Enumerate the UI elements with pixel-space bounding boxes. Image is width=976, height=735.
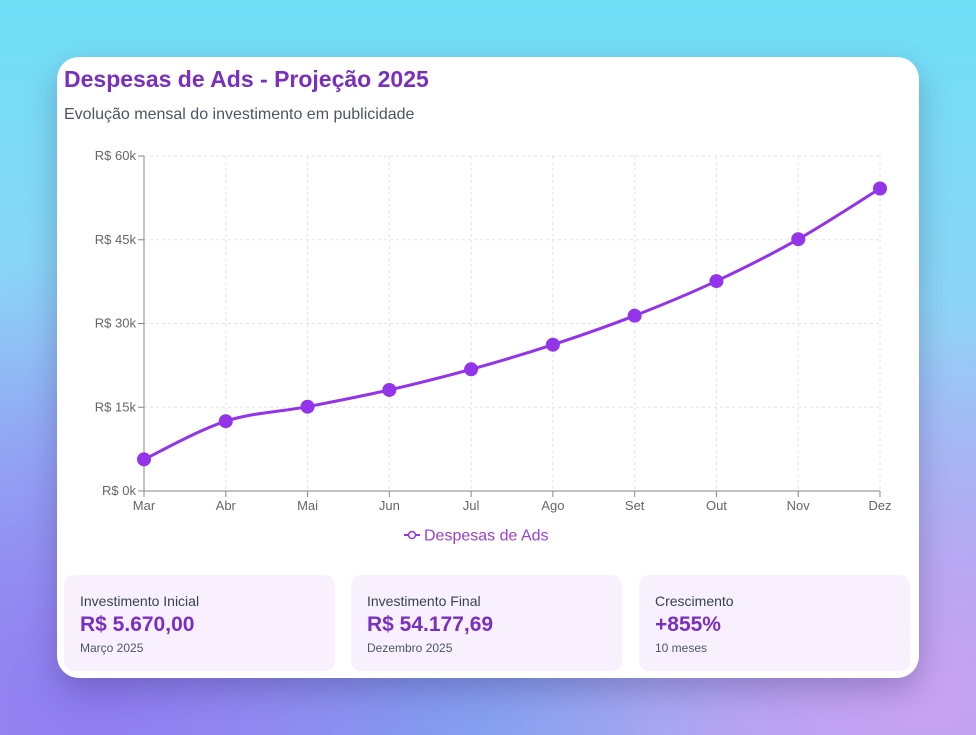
stat-sub: Março 2025 (80, 641, 144, 655)
chart-card: Despesas de Ads - Projeção 2025 Evolução… (57, 57, 919, 678)
stat-value: R$ 54.177,69 (367, 613, 494, 636)
x-tick-label: Set (625, 498, 645, 513)
y-tick-label: R$ 15k (95, 399, 137, 414)
data-point-dez[interactable] (873, 181, 887, 196)
stat-value: +855% (655, 613, 721, 636)
y-tick-label: R$ 30k (95, 316, 137, 331)
data-point-out[interactable] (709, 274, 724, 289)
data-point-jun[interactable] (382, 382, 397, 397)
stat-sub: Dezembro 2025 (367, 641, 453, 655)
chart-axes (138, 155, 881, 497)
legend-marker-icon (407, 530, 417, 540)
stat-label: Investimento Inicial (80, 593, 200, 609)
x-tick-label: Nov (787, 498, 811, 513)
x-tick-label: Mai (297, 498, 318, 513)
data-point-mar[interactable] (137, 452, 151, 467)
page-subtitle: Evolução mensal do investimento em publi… (64, 106, 415, 123)
series-points (137, 181, 887, 467)
data-point-ago[interactable] (545, 337, 560, 352)
legend-label: Despesas de Ads (424, 528, 549, 545)
x-tick-label: Jul (463, 498, 480, 513)
x-tick-label: Out (706, 498, 727, 513)
data-point-nov[interactable] (791, 232, 806, 247)
series-line-despesas-de-ads (143, 187, 881, 461)
y-tick-label: R$ 0k (102, 483, 136, 498)
page-title: Despesas de Ads - Projeção 2025 (64, 66, 429, 92)
x-tick-label: Dez (868, 498, 891, 513)
stat-label: Investimento Final (367, 593, 481, 609)
x-tick-label: Ago (541, 498, 564, 513)
x-axis-labels: Mar Abr Mai Jun Jul Ago Set Out Nov Dez (133, 498, 892, 513)
data-point-set[interactable] (627, 308, 642, 323)
stat-card-final: Investimento Final R$ 54.177,69 Dezembro… (351, 575, 622, 671)
stat-value: R$ 5.670,00 (80, 613, 195, 636)
x-tick-label: Abr (216, 498, 237, 513)
stat-card-initial: Investimento Inicial R$ 5.670,00 Março 2… (64, 575, 335, 671)
x-tick-label: Jun (379, 498, 400, 513)
y-tick-label: R$ 60k (95, 148, 137, 163)
y-tick-label: R$ 45k (95, 232, 137, 247)
stat-sub: 10 meses (655, 641, 708, 655)
data-point-jul[interactable] (464, 362, 479, 377)
data-point-mai[interactable] (300, 399, 315, 414)
stat-label: Crescimento (655, 593, 734, 609)
stat-card-growth: Crescimento +855% 10 meses (639, 575, 910, 671)
chart-grid (144, 155, 881, 491)
x-tick-label: Mar (133, 498, 156, 513)
data-point-abr[interactable] (218, 414, 233, 429)
line-chart: R$ 0k R$ 15k R$ 30k R$ 45k R$ 60k Mar Abr Mai J… (95, 148, 892, 545)
chart-legend[interactable]: Despesas de Ads (404, 528, 549, 545)
y-axis-labels: R$ 0k R$ 15k R$ 30k R$ 45k R$ 60k (95, 148, 137, 498)
